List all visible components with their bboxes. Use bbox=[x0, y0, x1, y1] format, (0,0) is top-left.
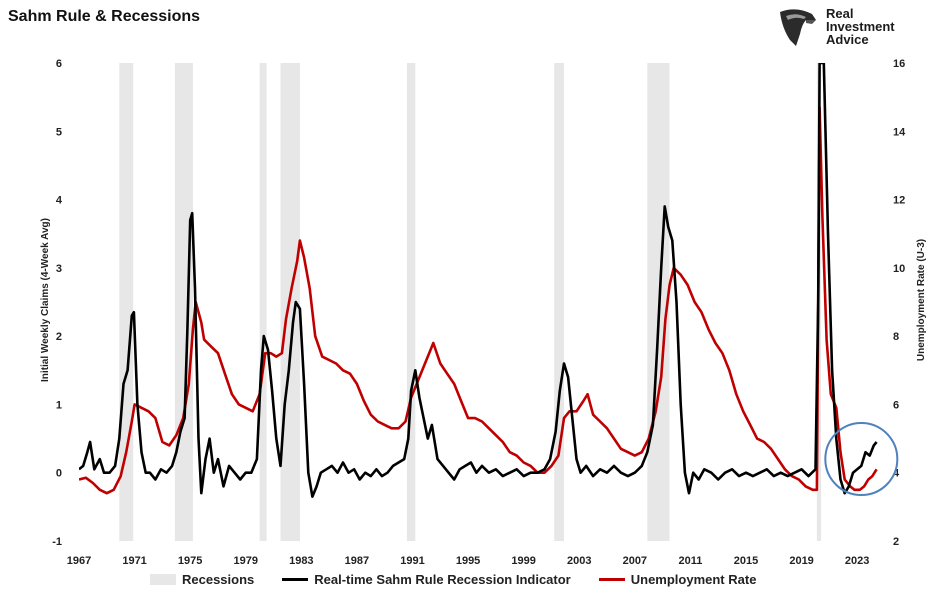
x-tick-label: 2019 bbox=[789, 555, 813, 567]
left-tick-label: 6 bbox=[56, 58, 62, 70]
brand-logo: Real Investment Advice bbox=[776, 6, 926, 50]
series-lines bbox=[79, 63, 878, 498]
logo-line-2: Investment bbox=[826, 19, 895, 34]
x-tick-label: 1975 bbox=[178, 555, 202, 567]
highlight-circle bbox=[824, 422, 899, 497]
legend-label-unemployment: Unemployment Rate bbox=[630, 571, 757, 587]
x-tick-label: 2007 bbox=[623, 555, 647, 567]
chart-legend: Recessions Real-time Sahm Rule Recession… bbox=[150, 570, 784, 588]
left-axis-label: Initial Weekly Claims (4-Week Avg) bbox=[40, 218, 51, 382]
legend-item-unemployment: Unemployment Rate bbox=[598, 571, 757, 587]
right-tick-label: 8 bbox=[893, 331, 899, 343]
x-tick-label: 1999 bbox=[511, 555, 535, 567]
x-tick-label: 2015 bbox=[734, 555, 758, 567]
chart-title: Sahm Rule & Recessions bbox=[8, 8, 201, 25]
annotations bbox=[824, 422, 899, 497]
legend-label-recessions: Recessions bbox=[182, 571, 255, 587]
x-tick-label: 1979 bbox=[234, 555, 258, 567]
x-tick-label: 2011 bbox=[678, 555, 702, 567]
right-tick-label: 12 bbox=[893, 195, 905, 207]
left-tick-label: 4 bbox=[56, 195, 63, 207]
legend-item-recessions: Recessions bbox=[150, 572, 254, 587]
logo-text: Real Investment Advice bbox=[826, 7, 895, 46]
left-tick-label: 2 bbox=[56, 331, 62, 343]
left-tick-label: -1 bbox=[52, 536, 62, 548]
x-tick-label: 1967 bbox=[67, 555, 91, 567]
left-tick-label: 3 bbox=[56, 263, 62, 275]
series-line-unemployment bbox=[79, 106, 878, 495]
legend-item-sahm: Real-time Sahm Rule Recession Indicator bbox=[282, 571, 571, 587]
x-tick-label: 1987 bbox=[345, 555, 369, 567]
legend-swatch-recessions bbox=[150, 573, 176, 585]
x-tick-label: 1995 bbox=[456, 555, 480, 567]
right-tick-label: 14 bbox=[893, 126, 906, 138]
x-tick-label: 2023 bbox=[845, 555, 869, 567]
x-tick-label: 1971 bbox=[122, 555, 146, 567]
left-tick-label: 0 bbox=[56, 468, 62, 480]
right-tick-label: 4 bbox=[893, 468, 900, 480]
recession-band-2 bbox=[259, 63, 267, 541]
right-tick-label: 6 bbox=[893, 399, 899, 411]
x-tick-label: 1983 bbox=[289, 555, 313, 567]
x-tick-label: 2003 bbox=[567, 555, 591, 567]
right-axis-label: Unemployment Rate (U-3) bbox=[916, 239, 927, 361]
series-line-sahm bbox=[79, 63, 878, 498]
right-tick-label: 16 bbox=[893, 58, 905, 70]
left-tick-label: 5 bbox=[56, 126, 62, 138]
recession-band-4 bbox=[406, 63, 416, 541]
legend-swatch-unemployment bbox=[598, 577, 625, 581]
logo-line-3: Advice bbox=[826, 32, 869, 47]
recession-band-5 bbox=[554, 63, 564, 541]
recession-band-1 bbox=[174, 63, 193, 541]
recession-band-0 bbox=[119, 63, 134, 541]
recession-bands bbox=[119, 63, 822, 541]
logo-line-1: Real bbox=[826, 6, 854, 21]
left-tick-label: 1 bbox=[56, 399, 62, 411]
x-tick-label: 1991 bbox=[400, 555, 424, 567]
legend-swatch-sahm bbox=[282, 577, 309, 581]
legend-label-sahm: Real-time Sahm Rule Recession Indicator bbox=[314, 571, 571, 587]
right-tick-label: 2 bbox=[893, 536, 899, 548]
eagle-head-icon bbox=[780, 9, 816, 46]
right-tick-label: 10 bbox=[893, 263, 905, 275]
